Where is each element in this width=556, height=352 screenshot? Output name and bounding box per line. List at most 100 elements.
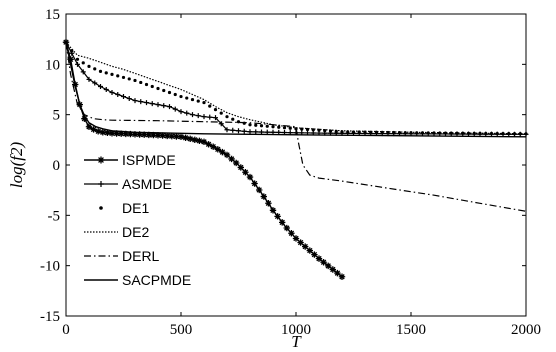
series-point (178, 109, 184, 115)
series-point (95, 128, 102, 135)
legend-swatch (99, 206, 103, 210)
series-point (265, 124, 269, 128)
series-point (115, 92, 121, 98)
series-point (518, 132, 522, 136)
series-point (167, 104, 172, 110)
series-point (190, 112, 195, 118)
series-point (325, 262, 332, 270)
series-point (202, 100, 206, 105)
series-point (191, 136, 198, 144)
series-point (210, 143, 217, 150)
legend-item-de1: DE1 (99, 200, 149, 216)
series-point (512, 132, 517, 136)
series-point (228, 155, 235, 163)
series-point (241, 128, 247, 134)
series-point (86, 76, 92, 82)
series-point (177, 133, 185, 141)
series-point (138, 99, 144, 105)
series-ispmde (62, 38, 346, 280)
series-point (162, 88, 166, 93)
series-point (320, 259, 327, 266)
series-point (219, 111, 223, 115)
series-point (104, 129, 111, 136)
series-point (179, 94, 183, 99)
series-point (81, 115, 88, 122)
series-point (156, 86, 160, 91)
y-tick-label: -5 (48, 208, 61, 224)
series-point (283, 224, 290, 232)
axis-ticks: 0 500 1000 1500 2000 -15 -10 -5 0 5 10 15 (40, 7, 541, 338)
series-point (219, 148, 226, 156)
series-point (236, 120, 241, 124)
series-point (81, 61, 85, 65)
series-group (62, 38, 529, 280)
legend-label: DE2 (122, 224, 149, 240)
legend-marker (97, 156, 105, 164)
series-point (116, 74, 120, 78)
series-point (131, 131, 139, 138)
series-point (254, 123, 258, 127)
series-point (279, 219, 286, 226)
series-point (265, 200, 272, 207)
series-point (292, 235, 300, 242)
series-point (182, 134, 189, 142)
series-point (99, 129, 106, 136)
series-point (213, 108, 218, 112)
plot-area (65, 13, 527, 317)
series-point (136, 131, 143, 138)
series-point (80, 69, 86, 75)
y-tick-label: 15 (45, 7, 60, 23)
series-point (236, 128, 241, 134)
series-point (98, 69, 103, 73)
series-point (297, 239, 304, 246)
series-point (253, 129, 259, 135)
series-point (259, 129, 264, 135)
series-point (144, 82, 149, 87)
series-point (260, 193, 267, 200)
series-point (507, 132, 511, 136)
series-point (126, 96, 132, 102)
series-point (224, 127, 230, 133)
legend-marker (98, 181, 104, 187)
series-point (187, 135, 194, 143)
series-point (144, 100, 149, 106)
series-point (132, 98, 138, 104)
series-point (127, 77, 131, 81)
series-point (150, 84, 154, 89)
series-point (346, 130, 350, 134)
y-tick-label: -10 (40, 259, 60, 275)
series-point (159, 132, 166, 139)
series-point (155, 102, 161, 108)
series-point (173, 92, 177, 97)
series-point (200, 138, 208, 146)
series-point (201, 114, 207, 120)
series-point (207, 114, 213, 120)
y-tick-label: -15 (40, 309, 60, 325)
series-point (87, 64, 91, 68)
series-point (329, 266, 336, 273)
series-point (213, 115, 218, 121)
series-point (172, 106, 178, 112)
series-point (150, 131, 157, 139)
series-point (311, 251, 318, 258)
series-point (223, 151, 231, 159)
series-point (190, 97, 195, 102)
series-point (288, 230, 295, 237)
series-line (65, 42, 527, 212)
series-point (315, 255, 323, 262)
series-point (269, 207, 277, 214)
series-point (75, 57, 80, 61)
series-point (139, 80, 143, 85)
legend-label: SACPMDE (122, 272, 191, 288)
series-point (302, 243, 309, 250)
series-point (118, 130, 125, 137)
series-point (167, 90, 172, 95)
series-point (259, 124, 264, 128)
series-point (98, 83, 103, 89)
y-tick-label: 5 (53, 108, 61, 124)
x-tick-label: 0 (62, 322, 70, 338)
series-line (65, 42, 527, 138)
series-sacpmde (65, 42, 527, 138)
series-point (121, 94, 126, 100)
series-point (214, 146, 221, 153)
